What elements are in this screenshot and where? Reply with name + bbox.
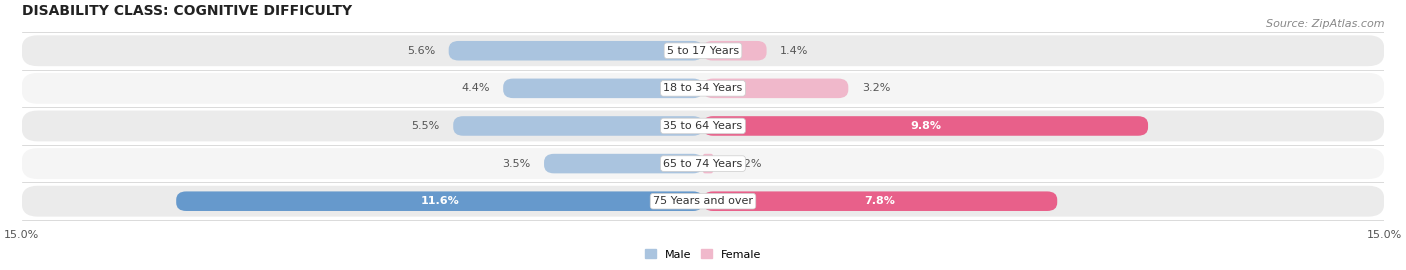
FancyBboxPatch shape <box>21 73 1385 104</box>
Text: DISABILITY CLASS: COGNITIVE DIFFICULTY: DISABILITY CLASS: COGNITIVE DIFFICULTY <box>21 4 351 18</box>
FancyBboxPatch shape <box>703 116 1149 136</box>
FancyBboxPatch shape <box>21 148 1385 179</box>
Text: 11.6%: 11.6% <box>420 196 458 206</box>
FancyBboxPatch shape <box>703 154 713 173</box>
FancyBboxPatch shape <box>703 79 848 98</box>
FancyBboxPatch shape <box>21 186 1385 217</box>
Text: 5 to 17 Years: 5 to 17 Years <box>666 46 740 56</box>
FancyBboxPatch shape <box>176 191 703 211</box>
Text: 5.6%: 5.6% <box>406 46 434 56</box>
Text: 35 to 64 Years: 35 to 64 Years <box>664 121 742 131</box>
FancyBboxPatch shape <box>21 35 1385 66</box>
FancyBboxPatch shape <box>503 79 703 98</box>
Text: 75 Years and over: 75 Years and over <box>652 196 754 206</box>
Text: 3.5%: 3.5% <box>502 158 530 168</box>
Legend: Male, Female: Male, Female <box>641 245 765 264</box>
FancyBboxPatch shape <box>21 110 1385 141</box>
Text: 0.22%: 0.22% <box>727 158 762 168</box>
Text: 9.8%: 9.8% <box>910 121 941 131</box>
Text: 1.4%: 1.4% <box>780 46 808 56</box>
Text: 18 to 34 Years: 18 to 34 Years <box>664 83 742 93</box>
Text: Source: ZipAtlas.com: Source: ZipAtlas.com <box>1267 19 1385 29</box>
FancyBboxPatch shape <box>703 41 766 60</box>
Text: 4.4%: 4.4% <box>461 83 489 93</box>
FancyBboxPatch shape <box>449 41 703 60</box>
Text: 5.5%: 5.5% <box>412 121 440 131</box>
Text: 65 to 74 Years: 65 to 74 Years <box>664 158 742 168</box>
Text: 7.8%: 7.8% <box>865 196 896 206</box>
Text: 3.2%: 3.2% <box>862 83 890 93</box>
FancyBboxPatch shape <box>703 191 1057 211</box>
FancyBboxPatch shape <box>544 154 703 173</box>
FancyBboxPatch shape <box>453 116 703 136</box>
